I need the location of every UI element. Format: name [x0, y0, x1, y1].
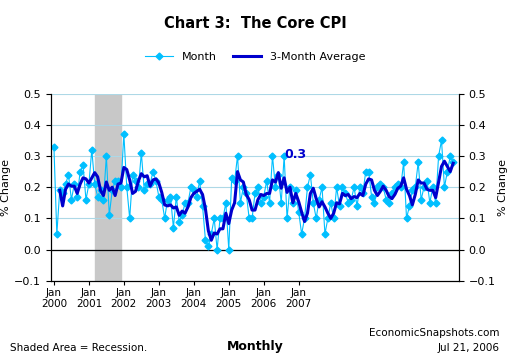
Y-axis label: % Change: % Change	[2, 159, 12, 216]
Text: Shaded Area = Recession.: Shaded Area = Recession.	[10, 343, 147, 353]
Text: 0.3: 0.3	[284, 148, 306, 161]
Bar	[95, 94, 121, 281]
Text: Monthly: Monthly	[226, 340, 283, 353]
Text: EconomicSnapshots.com: EconomicSnapshots.com	[369, 328, 499, 338]
Text: Chart 3:  The Core CPI: Chart 3: The Core CPI	[163, 16, 346, 31]
Y-axis label: % Change: % Change	[497, 159, 507, 216]
Text: Jul 21, 2006: Jul 21, 2006	[437, 343, 499, 353]
Legend: Month, 3-Month Average: Month, 3-Month Average	[140, 47, 369, 66]
